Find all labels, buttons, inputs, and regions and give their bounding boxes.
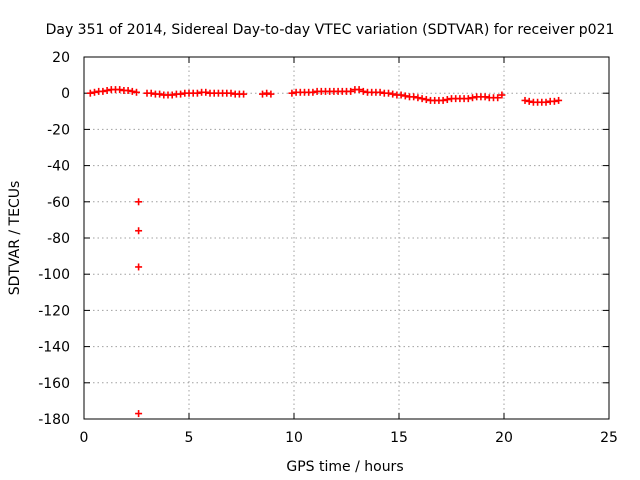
y-tick-label: -180 — [38, 412, 70, 428]
y-axis-label: SDTVAR / TECUs — [7, 181, 23, 296]
y-tick-label: -80 — [47, 231, 70, 247]
data-point — [135, 263, 143, 271]
data-point — [439, 96, 447, 104]
data-point — [128, 87, 136, 95]
data-point — [355, 86, 363, 94]
data-point — [86, 89, 94, 97]
data-point — [99, 87, 107, 95]
data-point — [443, 96, 451, 104]
y-tick-label: 0 — [61, 86, 70, 102]
y-tick-label: -40 — [47, 159, 70, 175]
y-tick-label: 20 — [52, 50, 70, 66]
data-point — [376, 88, 384, 96]
y-tick-label: -160 — [38, 376, 70, 392]
y-tick-label: -20 — [47, 122, 70, 138]
y-tick-label: -120 — [38, 303, 70, 319]
chart-title: Day 351 of 2014, Sidereal Day-to-day VTE… — [46, 22, 615, 38]
data-point — [414, 94, 422, 102]
tick-labels: 0 5 10 15 20 25 20 0 -20 -40 -60 -80 -100 -120 -140 -16… — [38, 50, 618, 446]
data-point — [542, 98, 550, 106]
data-point — [347, 87, 355, 95]
data-point — [147, 89, 155, 97]
data-point — [359, 87, 367, 95]
data-point — [309, 88, 317, 96]
data-point — [124, 86, 132, 94]
data-point — [156, 90, 164, 98]
data-point — [385, 89, 392, 97]
y-tick-label: -100 — [38, 267, 70, 283]
data-point — [135, 410, 143, 418]
data-point — [418, 95, 426, 103]
data-point — [525, 97, 533, 105]
x-tick-label: 20 — [495, 430, 513, 446]
data-point — [481, 93, 489, 101]
data-point — [422, 96, 430, 104]
data-point — [401, 92, 409, 100]
data-point — [288, 89, 296, 97]
data-point — [469, 94, 476, 102]
data-point — [498, 91, 506, 99]
data-point — [550, 97, 558, 105]
data-point — [494, 94, 502, 102]
grid-lines — [84, 57, 609, 419]
data-point — [263, 89, 271, 97]
data-point — [193, 89, 201, 97]
y-tick-label: -60 — [47, 195, 70, 211]
data-point — [168, 91, 176, 99]
data-point — [135, 198, 143, 206]
data-point — [397, 91, 405, 99]
y-tick-label: -140 — [38, 340, 70, 356]
data-point — [202, 88, 210, 96]
data-point — [227, 89, 235, 97]
x-tick-label: 25 — [600, 430, 618, 446]
data-point — [177, 90, 185, 98]
data-point — [521, 96, 529, 104]
data-point — [464, 95, 472, 103]
data-points — [86, 86, 563, 418]
x-tick-label: 15 — [390, 430, 408, 446]
data-point — [555, 96, 563, 104]
x-axis-label: GPS time / hours — [286, 459, 403, 475]
data-point — [410, 93, 418, 101]
data-point — [389, 90, 397, 98]
data-point — [133, 88, 140, 96]
data-point — [116, 86, 124, 94]
data-point — [240, 90, 248, 98]
data-point — [103, 86, 111, 94]
x-tick-label: 10 — [285, 430, 303, 446]
x-tick-label: 0 — [80, 430, 89, 446]
data-point — [259, 90, 266, 98]
x-tick-label: 5 — [185, 430, 194, 446]
data-point — [135, 227, 143, 235]
data-point — [91, 88, 98, 96]
data-point — [267, 90, 275, 98]
